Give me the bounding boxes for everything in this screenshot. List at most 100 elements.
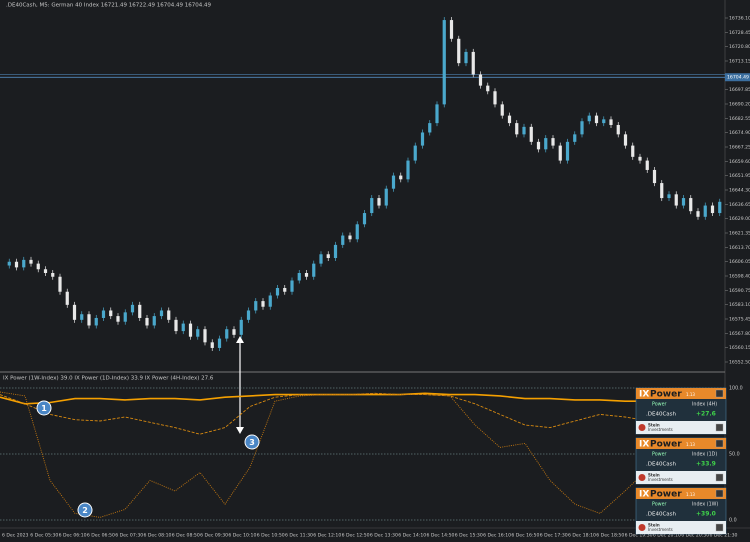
x-tick-label: 6 Dec 14:50 bbox=[427, 533, 455, 539]
y-tick-label: 16590.75 bbox=[729, 288, 750, 294]
power-value: +39.0 bbox=[696, 511, 716, 518]
logo-icon bbox=[638, 524, 646, 531]
y-tick-label: 16598.40 bbox=[729, 274, 750, 280]
menu-button[interactable] bbox=[715, 489, 724, 498]
candle-body bbox=[638, 156, 642, 161]
candle-body bbox=[406, 160, 410, 180]
version: 1.13 bbox=[686, 392, 695, 397]
y-tick-label: 16575.45 bbox=[729, 317, 750, 323]
candle-body bbox=[319, 254, 323, 264]
power-value: +33.9 bbox=[696, 461, 716, 468]
y-tick-label: 16552.50 bbox=[729, 360, 750, 366]
x-tick-label: 6 Dec 16:10 bbox=[483, 533, 511, 539]
x-tick-label: 6 Dec 11:30 bbox=[285, 533, 313, 539]
candle-body bbox=[341, 235, 345, 245]
candle-body bbox=[210, 342, 214, 348]
y-tick-label: 16567.80 bbox=[729, 331, 750, 337]
candle-body bbox=[275, 287, 280, 296]
candle-body bbox=[493, 91, 497, 105]
candle-body bbox=[152, 316, 156, 326]
candle-body bbox=[710, 205, 715, 214]
x-tick-label: 6 Dec 07:30 bbox=[115, 533, 143, 539]
candle-body bbox=[109, 310, 113, 317]
x-tick-label: 6 Dec 17:30 bbox=[540, 533, 568, 539]
candle-body bbox=[196, 329, 200, 337]
brand-power: Power bbox=[650, 440, 682, 450]
annotation-badge bbox=[244, 434, 260, 450]
y-tick-label: 16621.35 bbox=[729, 231, 750, 237]
y-tick-label: 16583.10 bbox=[729, 302, 750, 308]
candle-body bbox=[377, 198, 381, 206]
symbol: .DE40Cash bbox=[646, 462, 677, 468]
brand-ix: IX bbox=[639, 490, 649, 500]
indicator-header: IX Power (1W-Index) 39.0 IX Power (1D-In… bbox=[3, 376, 214, 382]
candle-body bbox=[261, 301, 265, 307]
candle-body bbox=[268, 295, 272, 307]
chart-header: .DE40Cash, M5: German 40 Index 16721.49 … bbox=[6, 3, 211, 9]
candle-body bbox=[58, 276, 62, 292]
candle-body bbox=[471, 51, 475, 75]
candle-body bbox=[544, 138, 548, 150]
current-price-box bbox=[725, 73, 750, 82]
candle-body bbox=[181, 323, 185, 332]
candle-body bbox=[130, 304, 135, 313]
candle-body bbox=[435, 104, 439, 124]
candle-body bbox=[500, 104, 504, 116]
candle-body bbox=[457, 38, 461, 64]
x-tick-label: 6 Dec 08:10 bbox=[144, 533, 172, 539]
menu-button[interactable] bbox=[715, 389, 724, 398]
y-tick-label: 16697.85 bbox=[729, 87, 750, 93]
x-tick-label: 6 Dec 10:50 bbox=[257, 533, 285, 539]
y-tick-label: 16629.00 bbox=[729, 216, 750, 222]
x-tick-label: 6 Dec 08:50 bbox=[172, 533, 200, 539]
candle-body bbox=[123, 312, 127, 322]
x-tick-label: 6 Dec 13:30 bbox=[370, 533, 398, 539]
menu-button[interactable] bbox=[715, 439, 724, 448]
expand-button[interactable] bbox=[715, 523, 724, 532]
y-tick-label: 16659.60 bbox=[729, 159, 750, 165]
version: 1.13 bbox=[686, 492, 695, 497]
logo-line1: Stein bbox=[648, 473, 660, 478]
y-tick-label: 50.0 bbox=[729, 452, 740, 458]
candle-body bbox=[522, 126, 526, 135]
candle-body bbox=[232, 329, 236, 335]
candle-body bbox=[565, 141, 570, 161]
logo-bar bbox=[636, 421, 726, 434]
candle-body bbox=[43, 269, 48, 274]
candle-body bbox=[580, 121, 584, 135]
expand-button[interactable] bbox=[715, 423, 724, 432]
col-power: Power bbox=[652, 502, 667, 508]
candle-body bbox=[551, 138, 555, 146]
candle-body bbox=[609, 119, 613, 125]
candle-body bbox=[602, 119, 606, 124]
candle-body bbox=[486, 85, 490, 92]
indicator-line bbox=[0, 392, 725, 405]
brand-ix: IX bbox=[639, 390, 649, 400]
candle-body bbox=[239, 319, 243, 335]
col-index: Index (4H) bbox=[692, 402, 717, 408]
x-tick-label: 6 Dec 12:50 bbox=[342, 533, 370, 539]
candle-body bbox=[87, 314, 91, 326]
panel-header bbox=[636, 388, 726, 399]
x-tick-label: 6 Dec 06:10 bbox=[59, 533, 87, 539]
candle-body bbox=[413, 145, 417, 161]
candle-body bbox=[80, 314, 84, 320]
x-tick-label: 6 Dec 18:10 bbox=[568, 533, 596, 539]
candle-body bbox=[167, 310, 171, 320]
symbol: .DE40Cash bbox=[646, 512, 677, 518]
candle-body bbox=[623, 134, 628, 146]
expand-button[interactable] bbox=[715, 473, 724, 482]
x-tick-label: 6 Dec 06:50 bbox=[87, 533, 115, 539]
col-index: Index (1W) bbox=[692, 502, 718, 508]
candle-body bbox=[674, 194, 678, 206]
candle-body bbox=[36, 263, 40, 270]
power-value: +27.6 bbox=[696, 411, 716, 418]
candle-body bbox=[660, 183, 664, 199]
brand-power: Power bbox=[650, 390, 682, 400]
x-tick-label: 6 Dec 2023 bbox=[2, 533, 29, 539]
annotation-badge bbox=[77, 502, 93, 518]
candle-body bbox=[399, 175, 403, 180]
candle-body bbox=[283, 287, 287, 292]
y-tick-label: 16713.15 bbox=[729, 59, 750, 65]
